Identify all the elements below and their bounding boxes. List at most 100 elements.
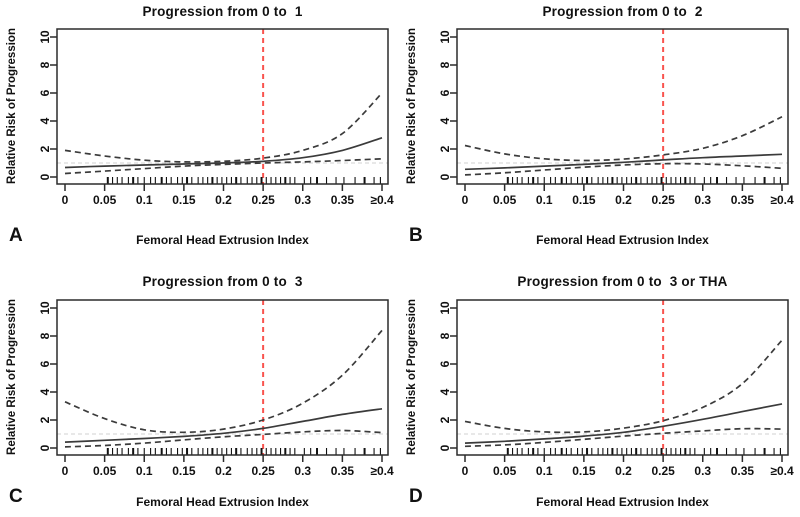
svg-text:0.25: 0.25: [251, 193, 275, 207]
panel-b: 0 2 4 6 8 10 0 0.05 0.1 0.15 0.2 0.25 0.3 0.35 ≥0.4 Pr…: [400, 0, 800, 258]
x-axis-label-b: Femoral Head Extrusion Index: [536, 233, 709, 247]
svg-text:0.15: 0.15: [572, 193, 596, 207]
svg-text:2: 2: [38, 145, 52, 152]
x-axis-label-a: Femoral Head Extrusion Index: [136, 233, 309, 247]
svg-text:2: 2: [438, 416, 452, 423]
svg-text:8: 8: [438, 61, 452, 68]
plot-box: [456, 299, 789, 456]
x-axis-label-c: Femoral Head Extrusion Index: [136, 495, 309, 509]
plot-panel-a: 0 2 4 6 8 10 0 0.05 0.1 0.15 0.2 0.25 0.3 0.35 ≥0.4: [38, 28, 394, 207]
y-axis: 0 2 4 6 8 10: [438, 30, 457, 180]
series-relative-risk-estimate: [64, 407, 383, 443]
panel-letter-a: A: [9, 225, 23, 246]
svg-text:0.25: 0.25: [251, 464, 275, 478]
series-lower-95ci: [464, 427, 783, 448]
panel-title-d: Progression from 0 to 3 or THA: [517, 274, 728, 289]
svg-text:0.2: 0.2: [615, 193, 632, 207]
series-lower-95ci: [464, 162, 783, 176]
y-axis: 0 2 4 6 8 10: [438, 301, 457, 451]
y-axis-label-c: Relative Risk of Progression: [6, 299, 18, 455]
svg-text:0.3: 0.3: [294, 193, 311, 207]
panel-c: 0 2 4 6 8 10 0 0.05 0.1 0.15 0.2 0.25 0.3 0.35 ≥0.4 Pr…: [0, 258, 400, 517]
plot-box: [56, 28, 389, 185]
svg-text:2: 2: [438, 145, 452, 152]
svg-text:10: 10: [438, 301, 452, 315]
series-relative-risk-estimate: [64, 136, 383, 169]
svg-text:0.25: 0.25: [651, 193, 675, 207]
series-relative-risk-estimate: [464, 153, 783, 171]
rug-marks: [506, 448, 781, 455]
svg-text:0: 0: [38, 444, 52, 451]
series-upper-95ci: [464, 339, 783, 434]
panel-title-c: Progression from 0 to 3: [142, 274, 303, 289]
svg-text:0.2: 0.2: [215, 193, 232, 207]
svg-text:6: 6: [38, 89, 52, 96]
y-axis-label-b: Relative Risk of Progression: [406, 28, 418, 184]
svg-text:4: 4: [38, 388, 52, 395]
svg-text:6: 6: [438, 360, 452, 367]
plot-panel-d: 0 2 4 6 8 10 0 0.05 0.1 0.15 0.2 0.25 0.3 0.35 ≥0.4: [438, 299, 794, 478]
svg-text:6: 6: [38, 360, 52, 367]
series-upper-95ci: [464, 116, 783, 162]
panel-letter-b: B: [409, 225, 423, 246]
svg-text:10: 10: [38, 30, 52, 44]
plot-box: [56, 299, 389, 456]
svg-text:4: 4: [438, 388, 452, 395]
svg-text:0.3: 0.3: [694, 464, 711, 478]
plot-root: 0 2 4 6 8 10 0 0.05 0.1 0.15 0.2 0.25 0.3 0.35 ≥0.4: [438, 28, 794, 207]
series-upper-95ci: [64, 329, 383, 434]
svg-text:0.15: 0.15: [572, 464, 596, 478]
svg-text:0: 0: [38, 173, 52, 180]
x-axis: 0 0.05 0.1 0.15 0.2 0.25 0.3 0.35 ≥0.4: [62, 455, 394, 478]
svg-text:0.35: 0.35: [331, 464, 355, 478]
svg-text:0: 0: [62, 464, 69, 478]
svg-text:≥0.4: ≥0.4: [770, 464, 794, 478]
svg-text:0: 0: [462, 464, 469, 478]
svg-text:≥0.4: ≥0.4: [370, 193, 394, 207]
svg-text:0.1: 0.1: [136, 464, 153, 478]
svg-text:0.15: 0.15: [172, 464, 196, 478]
plot-root: 0 2 4 6 8 10 0 0.05 0.1 0.15 0.2 0.25 0.3 0.35 ≥0.4: [438, 299, 794, 478]
rug-marks: [106, 448, 381, 455]
svg-text:0.05: 0.05: [93, 464, 117, 478]
plot-root: 0 2 4 6 8 10 0 0.05 0.1 0.15 0.2 0.25 0.3 0.35 ≥0.4: [38, 28, 394, 207]
x-axis: 0 0.05 0.1 0.15 0.2 0.25 0.3 0.35 ≥0.4: [62, 184, 394, 207]
y-axis-label-a: Relative Risk of Progression: [6, 28, 18, 184]
svg-text:0: 0: [462, 193, 469, 207]
svg-text:4: 4: [38, 117, 52, 124]
panel-letter-c: C: [9, 486, 23, 507]
y-axis: 0 2 4 6 8 10: [38, 30, 57, 180]
svg-text:0.2: 0.2: [615, 464, 632, 478]
x-axis-label-d: Femoral Head Extrusion Index: [536, 495, 709, 509]
y-axis: 0 2 4 6 8 10: [38, 301, 57, 451]
svg-text:0: 0: [438, 444, 452, 451]
svg-text:8: 8: [38, 332, 52, 339]
svg-text:8: 8: [438, 332, 452, 339]
svg-text:0.2: 0.2: [215, 464, 232, 478]
series-lower-95ci: [64, 429, 383, 448]
svg-text:4: 4: [438, 117, 452, 124]
svg-text:0.1: 0.1: [136, 193, 153, 207]
x-axis: 0 0.05 0.1 0.15 0.2 0.25 0.3 0.35 ≥0.4: [462, 455, 794, 478]
svg-text:0: 0: [438, 173, 452, 180]
plot-panel-c: 0 2 4 6 8 10 0 0.05 0.1 0.15 0.2 0.25 0.3 0.35 ≥0.4: [38, 299, 394, 478]
series-relative-risk-estimate: [464, 403, 783, 444]
svg-text:≥0.4: ≥0.4: [770, 193, 794, 207]
svg-text:0.05: 0.05: [493, 193, 517, 207]
rug-marks: [506, 177, 781, 184]
svg-text:0.1: 0.1: [536, 193, 553, 207]
svg-text:0.3: 0.3: [294, 464, 311, 478]
plot-root: 0 2 4 6 8 10 0 0.05 0.1 0.15 0.2 0.25 0.3 0.35 ≥0.4: [38, 299, 394, 478]
rug-marks: [106, 177, 381, 184]
plot-panel-b: 0 2 4 6 8 10 0 0.05 0.1 0.15 0.2 0.25 0.3 0.35 ≥0.4: [438, 28, 794, 207]
x-axis: 0 0.05 0.1 0.15 0.2 0.25 0.3 0.35 ≥0.4: [462, 184, 794, 207]
y-axis-label-d: Relative Risk of Progression: [406, 299, 418, 455]
svg-text:0.15: 0.15: [172, 193, 196, 207]
svg-text:2: 2: [38, 416, 52, 423]
svg-text:0.1: 0.1: [536, 464, 553, 478]
svg-text:0.3: 0.3: [694, 193, 711, 207]
svg-text:10: 10: [438, 30, 452, 44]
svg-text:6: 6: [438, 89, 452, 96]
panel-letter-d: D: [409, 486, 423, 507]
